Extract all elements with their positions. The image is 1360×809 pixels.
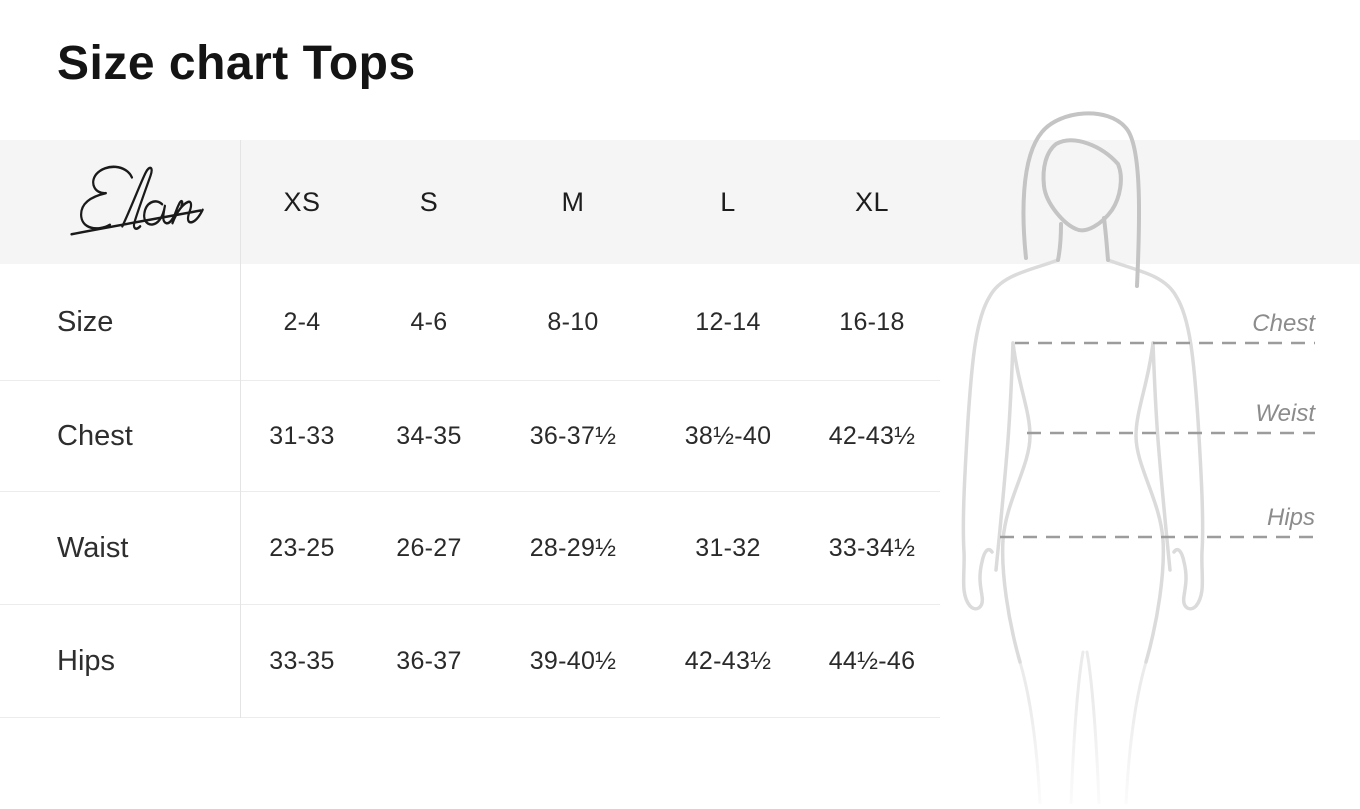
size-cell: 2-4: [283, 307, 321, 336]
table-row-hips: Hips 33-35 36-37 39-40½ 42-43½ 44½-46: [0, 605, 940, 718]
brand-logo: Elan: [0, 160, 240, 244]
label-column-divider: [240, 140, 241, 718]
waist-measure-label: Weist: [1255, 400, 1315, 427]
row-label: Waist: [57, 531, 129, 564]
table-row-waist: Waist 23-25 26-27 28-29½ 31-32 33-34½: [0, 492, 940, 605]
waist-cell: 33-34½: [828, 533, 916, 562]
size-cell: 16-18: [839, 307, 905, 336]
size-chart-table: Elan XS S M L XL Size 2-4 4-6: [0, 140, 940, 718]
column-header-m: M: [561, 186, 585, 217]
hips-cell: 36-37: [396, 646, 462, 675]
size-cell: 8-10: [547, 307, 599, 336]
brand-signature-icon: [70, 165, 204, 236]
column-header-s: S: [419, 186, 439, 217]
hips-measure-label: Hips: [1266, 504, 1315, 531]
chest-cell: 34-35: [396, 421, 462, 450]
row-label: Size: [57, 305, 114, 338]
size-cell: 4-6: [410, 307, 448, 336]
table-row-chest: Chest 31-33 34-35 36-37½ 38½-40 42-43½: [0, 381, 940, 492]
chest-measure-label: Chest: [1252, 310, 1315, 337]
chest-cell: 36-37½: [529, 421, 617, 450]
chest-cell: 42-43½: [828, 421, 916, 450]
waist-cell: 23-25: [269, 533, 335, 562]
hips-cell: 42-43½: [684, 646, 772, 675]
waist-cell: 28-29½: [529, 533, 617, 562]
page-title: Size chart Tops: [57, 37, 416, 90]
table-row-size: Size 2-4 4-6 8-10 12-14 16-18: [0, 264, 940, 381]
table-header-row: Elan XS S M L XL: [0, 140, 940, 264]
hips-cell: 39-40½: [529, 646, 617, 675]
chest-cell: 31-33: [269, 421, 335, 450]
hips-cell: 33-35: [269, 646, 335, 675]
row-label: Chest: [57, 419, 133, 452]
column-header-xs: XS: [283, 186, 321, 217]
column-header-l: L: [720, 186, 736, 217]
waist-cell: 26-27: [396, 533, 462, 562]
chest-cell: 38½-40: [684, 421, 772, 450]
waist-cell: 31-32: [695, 533, 761, 562]
hips-cell: 44½-46: [828, 646, 916, 675]
body-figure-svg: [940, 111, 1360, 806]
torso-arms-outline: [961, 258, 1205, 664]
column-header-xl: XL: [854, 186, 890, 217]
row-label: Hips: [57, 644, 116, 677]
body-figure: [940, 100, 1360, 806]
size-cell: 12-14: [695, 307, 761, 336]
table-header-band: [0, 140, 1360, 264]
head-outline: [1021, 111, 1142, 288]
